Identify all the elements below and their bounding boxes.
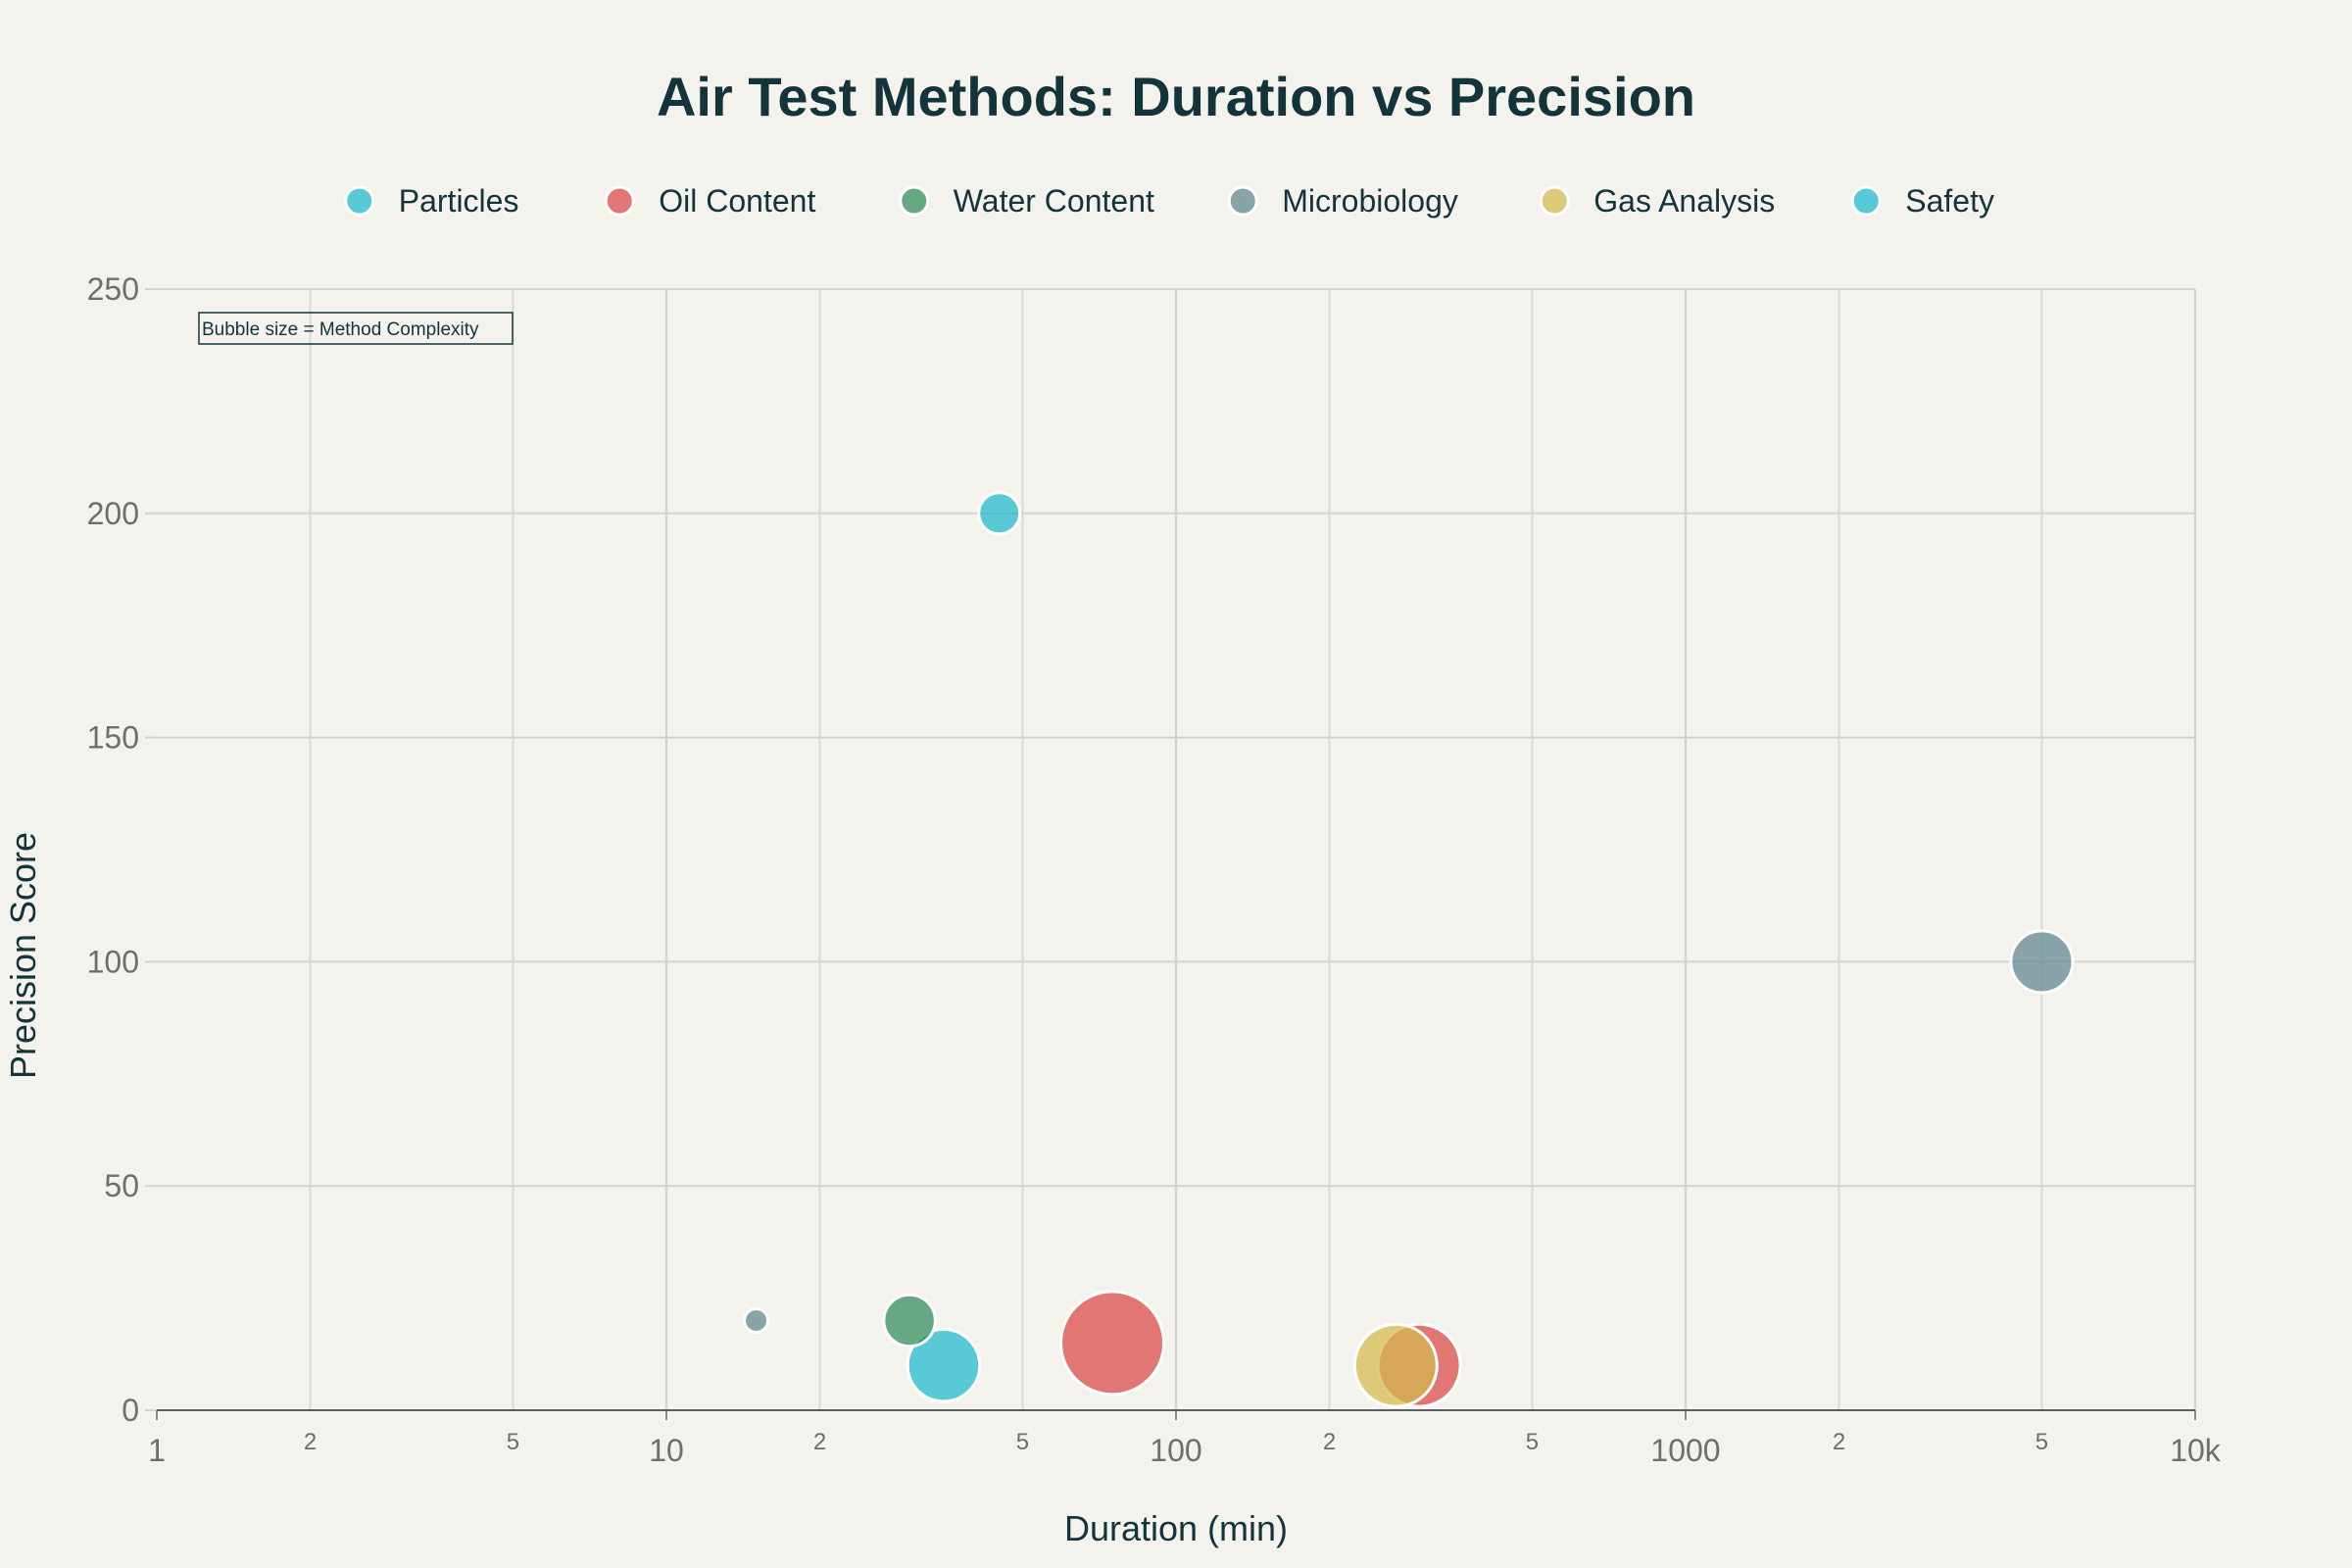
x-tick-label: 10k (2170, 1433, 2222, 1468)
axes: 0 50 100 150 200 250 1 10 100 1000 10k 2 5 2 5 2 5 2 5 (87, 271, 2222, 1468)
x-axis-title: Duration (min) (1064, 1508, 1288, 1548)
legend-marker (344, 185, 375, 217)
x-tick-label: 1 (148, 1433, 166, 1468)
legend-marker (1850, 185, 1882, 217)
x-tick-label: 1000 (1650, 1433, 1720, 1468)
legend-marker (1539, 185, 1570, 217)
grid (157, 288, 2196, 1410)
y-axis-title: Precision Score (3, 832, 43, 1079)
x-minor-tick-label: 2 (813, 1429, 826, 1455)
x-tick-label: 10 (649, 1433, 684, 1468)
legend-item-microbiology[interactable]: Microbiology (1227, 183, 1458, 219)
x-minor-tick-label: 2 (304, 1429, 317, 1455)
bubble-oil-content (1059, 1290, 1166, 1396)
legend-label: Gas Analysis (1593, 183, 1775, 219)
bubble-safety (906, 1327, 982, 1403)
x-minor-tick-label: 5 (1526, 1429, 1539, 1455)
legend-item-gas-analysis[interactable]: Gas Analysis (1539, 183, 1775, 219)
y-tick-label: 200 (87, 496, 139, 531)
y-tick-label: 100 (87, 944, 139, 979)
bubble-particles (977, 491, 1022, 536)
legend-marker (604, 185, 635, 217)
legend-label: Oil Content (659, 183, 815, 219)
legend-label: Microbiology (1282, 183, 1458, 219)
legend-item-oil-content[interactable]: Oil Content (604, 183, 815, 219)
legend-label: Water Content (954, 183, 1154, 219)
legend-label: Particles (399, 183, 519, 219)
bubble-microbiology (2009, 929, 2075, 995)
legend-item-safety[interactable]: Safety (1850, 183, 1994, 219)
y-tick-label: 0 (122, 1393, 139, 1428)
chart-title: Air Test Methods: Duration vs Precision (657, 66, 1695, 127)
legend-marker (899, 185, 930, 217)
bubble-microbiology (743, 1306, 770, 1334)
annotation-box: Bubble size = Method Complexity (198, 312, 514, 345)
x-tick-label: 100 (1150, 1433, 1201, 1468)
plot-area (743, 491, 2075, 1408)
x-minor-tick-label: 2 (1323, 1429, 1336, 1455)
legend-item-particles[interactable]: Particles (344, 183, 519, 219)
legend-label: Safety (1905, 183, 1994, 219)
annotation-border (198, 312, 514, 345)
x-minor-tick-label: 5 (1016, 1429, 1029, 1455)
y-tick-label: 250 (87, 271, 139, 307)
y-tick-label: 150 (87, 720, 139, 756)
legend-item-water-content[interactable]: Water Content (899, 183, 1154, 219)
x-minor-tick-label: 5 (2035, 1429, 2048, 1455)
bubble-water-content (882, 1293, 937, 1348)
legend-marker (1227, 185, 1258, 217)
x-minor-tick-label: 2 (1833, 1429, 1845, 1455)
x-minor-tick-label: 5 (507, 1429, 519, 1455)
annotation-text: Bubble size = Method Complexity (202, 319, 479, 340)
bubble-gas-analysis (1352, 1322, 1439, 1408)
y-tick-label: 50 (104, 1168, 139, 1203)
legend[interactable]: Particles Oil Content Water Content Microbi… (344, 183, 1994, 219)
